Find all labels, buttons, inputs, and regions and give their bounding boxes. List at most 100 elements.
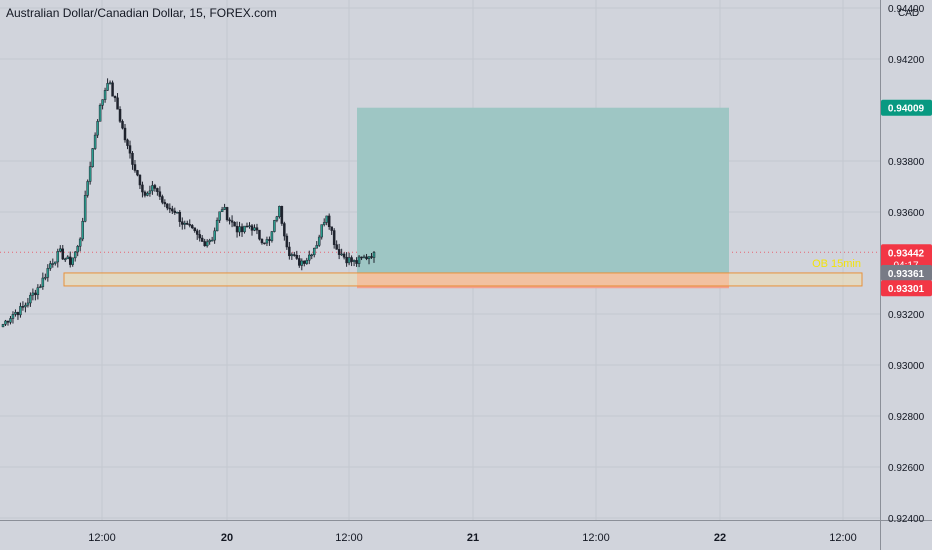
candle-body <box>14 312 17 315</box>
candle-body <box>96 121 99 136</box>
candle-body <box>106 83 109 91</box>
candle-body <box>143 191 147 196</box>
candle-body <box>39 286 42 288</box>
candle-body <box>71 257 74 265</box>
candle-body <box>148 190 152 194</box>
candle-body <box>16 312 20 316</box>
target-price-label: 0.94009 <box>888 104 925 115</box>
candle-body <box>315 245 318 249</box>
candle-body <box>228 219 231 222</box>
candle-body <box>305 259 309 264</box>
price-tick-label: 0.92600 <box>888 463 925 474</box>
candle-body <box>312 247 316 256</box>
candle-body <box>36 287 40 296</box>
candle-body <box>360 256 363 259</box>
candle-body <box>345 256 348 264</box>
order-block-zone <box>63 272 863 287</box>
candle-body <box>350 257 353 262</box>
candle-body <box>83 195 87 222</box>
candle-body <box>136 170 139 176</box>
candle-body <box>225 207 229 221</box>
candle-body <box>46 268 50 278</box>
candle-body <box>21 306 25 308</box>
candle-body <box>337 249 341 255</box>
candle-body <box>290 254 294 257</box>
candle-body <box>1 324 5 328</box>
candle-body <box>178 211 182 222</box>
candle-body <box>26 302 30 306</box>
candle-body <box>128 145 132 154</box>
candle-body <box>293 254 296 256</box>
chart-title: Australian Dollar/Canadian Dollar, 15, F… <box>6 6 277 20</box>
candle-body <box>238 226 241 233</box>
candle-body <box>166 203 169 209</box>
candle-body <box>322 222 326 225</box>
candle-body <box>190 225 194 229</box>
candle-body <box>203 241 206 247</box>
order-block-label: OB 15min <box>812 258 861 270</box>
price-ticks: 0.94400 0.94200 0.93800 0.93600 0.93200 0.930… <box>888 4 925 525</box>
candle-body <box>188 224 191 226</box>
candle-body <box>133 164 137 171</box>
entry-price-label-bg <box>881 264 932 281</box>
candle-body <box>161 196 164 203</box>
candle-body <box>215 219 219 232</box>
currency-label: CAD <box>898 8 920 19</box>
price-tick-label: 0.94400 <box>888 4 925 15</box>
candle-body <box>76 246 79 253</box>
candle-body <box>342 253 346 258</box>
time-scale[interactable] <box>0 520 880 550</box>
candle-body <box>330 226 333 231</box>
price-tick-label: 0.92400 <box>888 514 925 525</box>
price-tick-label: 0.92800 <box>888 412 925 423</box>
candle-body <box>335 244 338 250</box>
candle-body <box>59 248 62 252</box>
candle-body <box>288 246 291 257</box>
time-tick-label: 12:00 <box>582 532 610 544</box>
candle-body <box>113 95 117 99</box>
candle-body <box>146 192 149 196</box>
time-ticks: 12:00 20 12:00 21 12:00 22 12:00 <box>88 532 857 544</box>
candle-body <box>51 263 55 265</box>
candle-body <box>111 82 114 97</box>
candle-body <box>78 238 82 247</box>
candle-body <box>283 223 286 237</box>
candle-body <box>108 82 112 84</box>
candle-body <box>11 314 15 319</box>
candle-body <box>6 320 10 323</box>
candle-body <box>29 294 32 304</box>
candle-body <box>243 225 246 233</box>
price-tick-label: 0.93600 <box>888 208 925 219</box>
candle-body <box>310 254 314 257</box>
candle-body <box>260 238 264 244</box>
candle-body <box>68 256 72 265</box>
candle-body <box>4 320 7 325</box>
candle-body <box>372 252 376 258</box>
candle-body <box>278 206 281 217</box>
candle-body <box>141 184 144 193</box>
candle-body <box>153 185 157 189</box>
candle-body <box>220 209 224 213</box>
candle-body <box>245 225 249 228</box>
candle-body <box>268 239 271 241</box>
candle-body <box>218 211 221 221</box>
candle-body <box>186 222 189 225</box>
candle-body <box>255 227 259 231</box>
time-tick-label: 12:00 <box>88 532 116 544</box>
entry-price-label: 0.93361 <box>888 269 925 280</box>
time-tick-label: 21 <box>467 532 479 544</box>
candle-body <box>300 260 304 266</box>
candle-body <box>86 181 89 196</box>
candle-body <box>308 254 311 261</box>
candle-body <box>347 257 351 264</box>
candle-body <box>171 208 174 212</box>
candle-body <box>320 224 323 238</box>
candle-body <box>230 220 234 223</box>
candle-body <box>195 230 199 235</box>
candle-body <box>34 292 37 296</box>
candle-body <box>138 174 142 186</box>
candle-body <box>54 261 57 264</box>
candle-body <box>56 251 60 263</box>
